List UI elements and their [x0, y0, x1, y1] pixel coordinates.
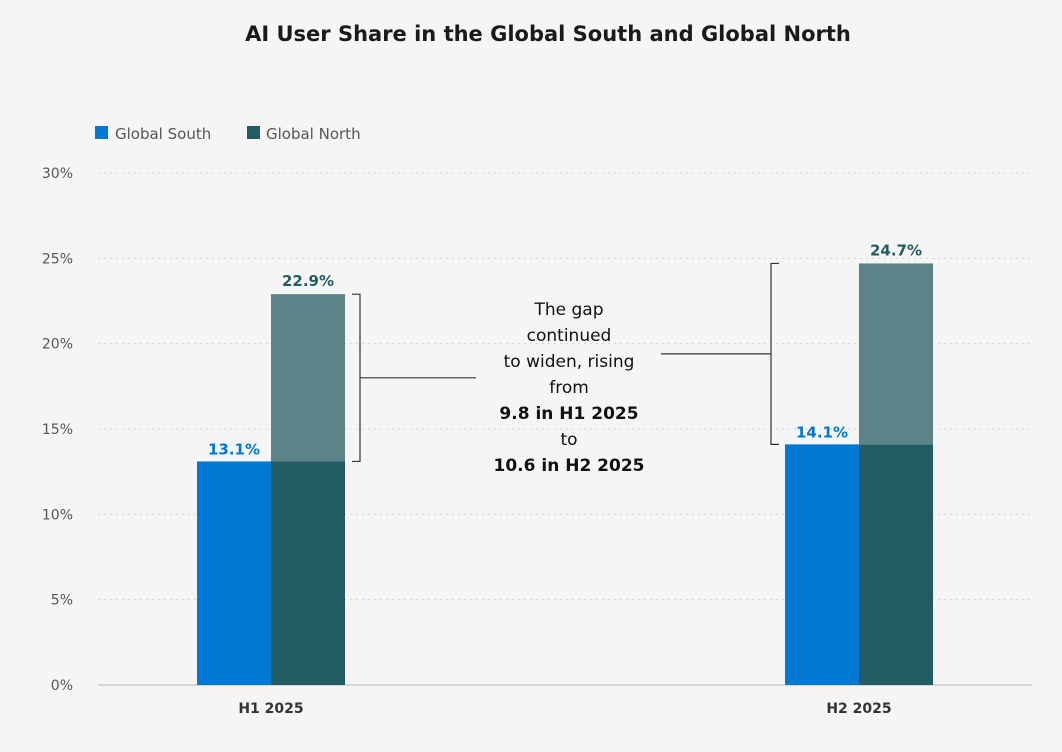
- annotation-line: 9.8 in H1 2025: [499, 404, 638, 424]
- bars: [197, 263, 933, 685]
- annotation-line: 10.6 in H2 2025: [494, 456, 645, 476]
- x-axis-categories: H1 2025 H2 2025: [238, 701, 891, 717]
- annotation-line: continued: [527, 326, 612, 346]
- value-label-global-north: 24.7%: [870, 241, 922, 259]
- legend-label-global-north: Global North: [266, 125, 361, 143]
- value-labels: 13.1% 22.9% 14.1% 24.7%: [208, 241, 922, 458]
- y-tick-label: 10%: [42, 507, 73, 523]
- y-tick-label: 0%: [51, 678, 73, 694]
- legend: Global South Global North: [95, 125, 361, 143]
- bar-global-south: [785, 444, 859, 685]
- bracket-h1: [352, 293, 361, 463]
- y-tick-label: 20%: [42, 337, 73, 353]
- bar-global-north-gap: [271, 294, 345, 462]
- y-tick-label: 15%: [42, 422, 73, 438]
- y-tick-label: 25%: [42, 251, 73, 267]
- value-label-global-south: 14.1%: [796, 423, 848, 441]
- bar-global-south: [197, 461, 271, 685]
- legend-swatch-global-north: [247, 126, 260, 139]
- annotation-line: to: [560, 430, 577, 450]
- value-label-global-south: 13.1%: [208, 440, 260, 458]
- bracket-h2: [770, 262, 779, 445]
- value-label-global-north: 22.9%: [282, 272, 334, 290]
- x-category-label: H1 2025: [238, 701, 303, 717]
- bar-global-north-gap: [859, 263, 933, 445]
- legend-label-global-south: Global South: [115, 125, 211, 143]
- y-tick-label: 30%: [42, 166, 73, 182]
- chart-title: AI User Share in the Global South and Gl…: [245, 22, 851, 46]
- legend-swatch-global-south: [95, 126, 108, 139]
- annotation-line: The gap: [533, 300, 603, 320]
- x-category-label: H2 2025: [826, 701, 891, 717]
- annotation-line: to widen, rising: [504, 352, 635, 372]
- gap-annotation: The gap continued to widen, rising from 9.8 …: [352, 262, 779, 476]
- annotation-line: from: [549, 378, 589, 398]
- y-axis-ticks: 0% 5% 10% 15% 20% 25% 30%: [42, 166, 73, 694]
- bar-global-north: [859, 444, 933, 685]
- y-tick-label: 5%: [51, 593, 73, 609]
- bar-global-north: [271, 461, 345, 685]
